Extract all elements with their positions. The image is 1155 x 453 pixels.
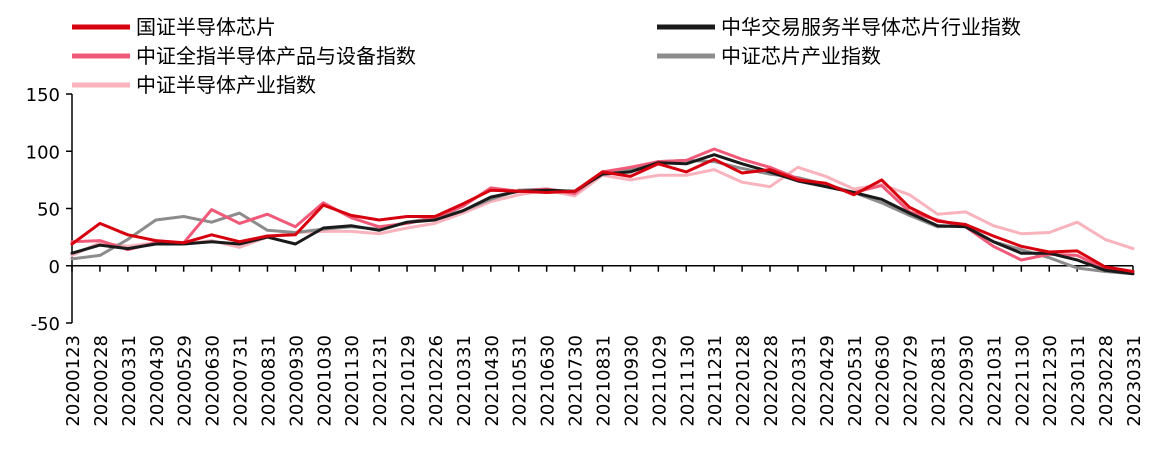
x-tick-label: 20200430 (147, 335, 168, 427)
x-tick-label: 20210730 (566, 335, 587, 427)
x-tick-label: 20211029 (649, 335, 670, 427)
x-tick-label: 20210129 (398, 335, 419, 427)
x-tick-label: 20220531 (845, 335, 866, 427)
y-axis: -50 0 50 100 150 (26, 85, 73, 335)
x-tick-label: 20220729 (901, 335, 922, 427)
x-tick-label: 20200228 (91, 335, 112, 427)
x-tick-label: 20230228 (1096, 335, 1117, 427)
series-line-1 (70, 153, 1135, 276)
x-tick-label: 20200331 (119, 335, 140, 427)
x-tick-label: 20220630 (873, 335, 894, 427)
x-tick-label: 20200831 (258, 335, 279, 427)
series-lines (70, 147, 1135, 276)
x-tick-label: 20220128 (733, 335, 754, 427)
x-tick-label: 20211130 (677, 335, 698, 427)
y-tick-label: 150 (26, 85, 60, 106)
x-tick-label: 20201030 (314, 335, 335, 427)
y-tick-label: -50 (31, 314, 60, 335)
x-tick-label: 20220429 (817, 335, 838, 427)
x-tick-label: 20200731 (231, 335, 252, 427)
x-tick-label: 20201130 (342, 335, 363, 427)
x-tick-label: 20210531 (510, 335, 531, 427)
x-tick-label: 20221031 (984, 335, 1005, 427)
x-tick-label: 20230331 (1124, 335, 1145, 427)
legend-label-0: 国证半导体芯片 (136, 15, 276, 39)
x-tick-label: 20221230 (1040, 335, 1061, 427)
legend-label-2: 中证全指半导体产品与设备指数 (136, 44, 416, 68)
x-tick-label: 20220930 (956, 335, 977, 427)
x-tick-label: 20200529 (175, 335, 196, 427)
y-tick-label: 0 (49, 257, 60, 278)
x-tick-label: 20221130 (1012, 335, 1033, 427)
y-tick-label: 100 (26, 142, 60, 163)
x-tick-label: 20200630 (203, 335, 224, 427)
series-line-0 (70, 157, 1135, 273)
x-axis: 20200123 20200228 20200331 20200430 20200529… (63, 265, 1145, 427)
x-tick-label: 20211231 (705, 335, 726, 427)
x-tick-label: 20210630 (538, 335, 559, 427)
x-tick-label: 20201231 (370, 335, 391, 427)
x-tick-label: 20220831 (929, 335, 950, 427)
legend-label-4: 中证半导体产业指数 (136, 73, 316, 97)
x-tick-label: 20200930 (286, 335, 307, 427)
x-tick-label: 20210831 (594, 335, 615, 427)
x-tick-label: 20210226 (426, 335, 447, 427)
x-tick-label: 20210930 (621, 335, 642, 427)
y-tick-label: 50 (37, 200, 60, 221)
x-tick-label: 20220331 (789, 335, 810, 427)
series-line-2 (70, 147, 1135, 273)
x-tick-label: 20210331 (454, 335, 475, 427)
x-tick-label: 20210430 (482, 335, 503, 427)
x-tick-label: 20220228 (761, 335, 782, 427)
x-tick-label: 20230131 (1068, 335, 1089, 427)
legend-label-3: 中证芯片产业指数 (721, 44, 881, 68)
x-tick-label: 20200123 (63, 335, 84, 427)
legend-label-1: 中华交易服务半导体芯片行业指数 (721, 15, 1021, 39)
